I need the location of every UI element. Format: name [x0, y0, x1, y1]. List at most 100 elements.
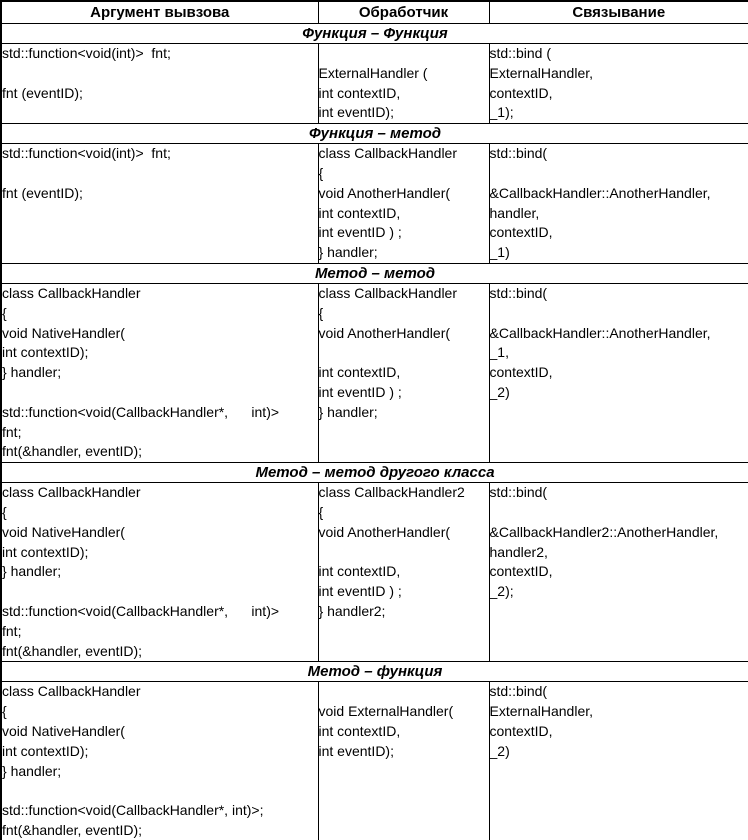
- code-line: class CallbackHandler: [318, 145, 458, 162]
- code-line: fnt (eventID);: [2, 184, 83, 201]
- code-cell-handler: class CallbackHandler { void AnotherHandle…: [317, 143, 490, 264]
- code-line: class CallbackHandler: [318, 284, 458, 301]
- code-line: std::bind(: [489, 484, 548, 501]
- code-cell-binding: std::bind (ExternalHandler, contextID, _1)…: [488, 42, 748, 125]
- code-line: contextID,: [489, 722, 553, 739]
- section-title: Метод – метод: [0, 262, 748, 284]
- code-line: [319, 683, 488, 702]
- code-line: contextID,: [489, 84, 553, 101]
- code-line: class CallbackHandler: [2, 284, 141, 301]
- section-body-row: std::function<void(int)> fnt; fnt (event…: [0, 143, 748, 264]
- code-line: handler,: [489, 204, 540, 221]
- code-line: } handler;: [318, 403, 378, 420]
- code-cell-argument: std::function<void(int)> fnt; fnt (event…: [0, 42, 319, 125]
- code-line: fnt;: [2, 622, 22, 639]
- code-cell-handler: class CallbackHandler2 {void AnotherHandl…: [317, 482, 490, 663]
- code-line: {: [2, 304, 7, 321]
- code-line: int contextID,: [318, 84, 401, 101]
- code-line: &CallbackHandler::AnotherHandler,: [489, 324, 711, 341]
- section-body-row: class CallbackHandler {void NativeHandler…: [0, 282, 748, 464]
- code-line: int contextID,: [318, 722, 401, 739]
- code-line: handler2,: [489, 543, 548, 560]
- code-line: [319, 45, 488, 64]
- code-line: [490, 503, 748, 523]
- code-line: fnt(&handler, eventID);: [2, 821, 143, 838]
- code-line: [2, 164, 317, 184]
- code-line: [490, 801, 748, 821]
- section-title-row: Функция – Функция: [0, 23, 748, 44]
- section-title: Функция – метод: [0, 123, 748, 145]
- code-line: [2, 781, 317, 801]
- code-line: [319, 622, 488, 642]
- code-cell-handler: ExternalHandler ( int contextID, int event…: [317, 42, 490, 125]
- code-line: [490, 821, 748, 840]
- code-cell-argument: class CallbackHandler {void NativeHandler…: [0, 681, 319, 840]
- code-line: _2): [489, 383, 510, 400]
- section-title-row: Метод – функция: [0, 661, 748, 683]
- code-line: [319, 762, 488, 782]
- column-header-argument: Аргумент вывзова: [0, 0, 319, 24]
- code-line: [2, 64, 317, 84]
- code-line: std::function<void(int)> fnt;: [2, 45, 171, 61]
- code-line: class CallbackHandler2: [318, 484, 465, 501]
- code-line: [319, 543, 488, 563]
- code-line: [319, 343, 488, 363]
- code-cell-handler: void ExternalHandler( int contextID, int e…: [317, 681, 490, 840]
- code-line: [490, 304, 748, 324]
- code-line: contextID,: [489, 224, 553, 241]
- code-line: [319, 423, 488, 443]
- code-line: [490, 642, 748, 661]
- code-line: [319, 642, 488, 661]
- table-header: Аргумент вывзова Обработчик Связывание: [0, 0, 748, 24]
- code-line: [319, 801, 488, 821]
- code-line: std::bind(: [489, 683, 548, 700]
- code-line: contextID,: [489, 364, 553, 381]
- code-line: _2): [489, 742, 510, 759]
- code-line: int eventID);: [318, 104, 394, 121]
- code-line: } handler;: [2, 364, 62, 381]
- code-cell-binding: std::bind( &CallbackHandler2::AnotherHan…: [488, 482, 748, 663]
- code-line: {: [318, 304, 324, 321]
- code-line: fnt;: [2, 423, 22, 440]
- column-header-handler: Обработчик: [317, 0, 490, 24]
- code-line: [490, 423, 748, 443]
- section-title: Функция – Функция: [0, 23, 748, 44]
- code-line: int eventID);: [318, 742, 394, 759]
- code-line: [2, 204, 317, 224]
- code-line: int contextID);: [2, 543, 89, 560]
- code-cell-binding: std::bind( &CallbackHandler::AnotherHand…: [488, 143, 748, 264]
- code-cell-handler: class CallbackHandler { void AnotherHandle…: [317, 282, 490, 464]
- code-line: class CallbackHandler: [2, 484, 141, 501]
- code-line: void ExternalHandler(: [318, 703, 454, 720]
- code-line: int contextID,: [318, 563, 401, 580]
- code-line: [2, 383, 317, 403]
- code-line: std::bind(: [489, 284, 548, 301]
- code-line: [490, 442, 748, 461]
- code-line: [490, 622, 748, 642]
- code-line: fnt (eventID);: [2, 84, 83, 101]
- code-line: {: [318, 164, 324, 181]
- code-line: void AnotherHandler(: [318, 184, 451, 201]
- section-title-row: Метод – метод: [0, 262, 748, 284]
- code-line: _1): [489, 244, 510, 261]
- code-line: ExternalHandler,: [489, 64, 594, 81]
- code-line: _1);: [489, 104, 514, 121]
- code-line: [2, 103, 317, 122]
- code-line: void AnotherHandler(: [318, 324, 451, 341]
- code-line: void AnotherHandler(: [318, 523, 451, 540]
- code-line: _2);: [489, 583, 514, 600]
- code-line: [490, 164, 748, 184]
- code-line: fnt(&handler, eventID);: [2, 642, 143, 659]
- code-line: ExternalHandler,: [489, 703, 594, 720]
- code-line: ExternalHandler (: [318, 64, 428, 81]
- code-line: [319, 781, 488, 801]
- code-line: fnt(&handler, eventID);: [2, 443, 143, 460]
- code-line: std::bind(: [489, 145, 548, 162]
- code-line: [490, 762, 748, 782]
- code-line: std::function<void(int)> fnt;: [2, 145, 171, 162]
- code-cell-argument: class CallbackHandler {void NativeHandler…: [0, 482, 319, 663]
- code-cell-binding: std::bind( &CallbackHandler::AnotherHand…: [488, 282, 748, 464]
- code-line: [490, 403, 748, 423]
- code-line: [490, 781, 748, 801]
